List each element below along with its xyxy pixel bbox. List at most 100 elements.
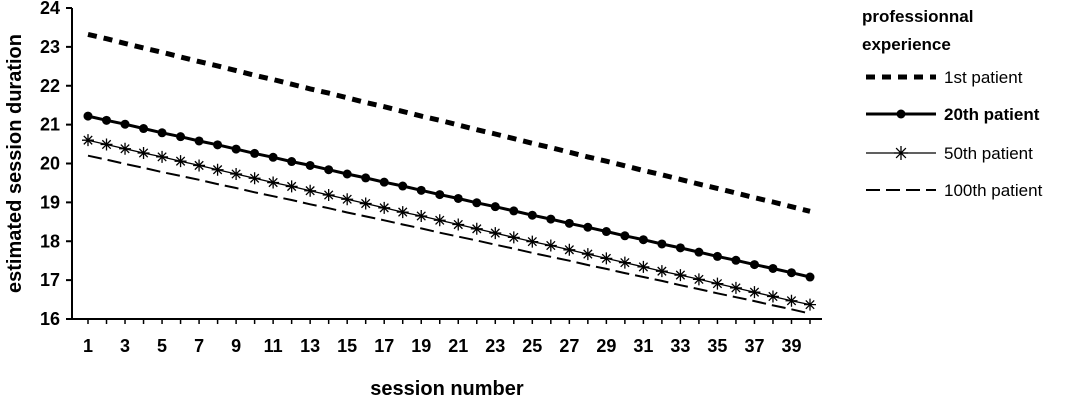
plot-area (82, 31, 816, 315)
data-point (601, 227, 611, 237)
data-point (674, 269, 687, 282)
x-tick-label: 27 (559, 336, 579, 356)
data-point (712, 251, 722, 261)
data-point (157, 128, 167, 138)
data-point (433, 214, 446, 227)
data-point (378, 201, 391, 214)
legend-label: 50th patient (944, 144, 1033, 163)
data-point (305, 160, 315, 170)
data-point (638, 235, 648, 245)
x-tick-label: 33 (670, 336, 690, 356)
data-point (139, 124, 149, 134)
data-point (546, 214, 556, 224)
y-tick-label: 16 (40, 309, 60, 329)
data-point (472, 198, 482, 208)
data-point (804, 298, 816, 311)
data-point (287, 157, 297, 167)
series-line (87, 31, 811, 214)
data-point (620, 231, 630, 241)
legend-item: 100th patient (866, 181, 1043, 200)
data-point (544, 239, 557, 252)
data-point (268, 152, 278, 162)
data-point (359, 197, 372, 210)
data-point (731, 255, 741, 265)
data-point (304, 184, 317, 197)
data-point (655, 265, 668, 278)
data-point (748, 286, 761, 299)
data-point (526, 235, 539, 248)
data-point (379, 177, 389, 187)
data-point (137, 147, 150, 160)
x-tick-label: 5 (157, 336, 167, 356)
data-point (194, 136, 204, 146)
data-point (398, 181, 408, 191)
x-tick-label: 3 (120, 336, 130, 356)
data-point (435, 190, 445, 200)
data-point (231, 144, 241, 154)
x-tick-label: 7 (194, 336, 204, 356)
series-1 (87, 31, 811, 214)
y-tick-label: 22 (40, 76, 60, 96)
series-4 (87, 154, 811, 315)
series-line (87, 114, 811, 279)
data-point (396, 206, 409, 219)
x-tick-label: 1 (83, 336, 93, 356)
x-tick-label: 23 (485, 336, 505, 356)
legend-item: 1st patient (866, 68, 1023, 87)
data-point (749, 260, 759, 270)
data-point (213, 140, 223, 150)
data-point (509, 206, 519, 216)
series-line (87, 139, 811, 306)
data-point (100, 138, 113, 151)
data-point (581, 248, 594, 261)
data-point (729, 281, 742, 294)
legend-label: 20th patient (944, 105, 1040, 124)
data-point (785, 294, 798, 307)
data-point (766, 290, 779, 303)
data-point (82, 134, 94, 147)
data-point (83, 111, 93, 121)
data-point (193, 159, 206, 172)
data-point (415, 209, 428, 222)
data-point (470, 222, 483, 235)
legend-title: professionnal (862, 7, 973, 26)
y-tick-label: 18 (40, 231, 60, 251)
data-point (102, 115, 112, 125)
data-point (452, 218, 465, 231)
data-point (211, 163, 224, 176)
x-tick-label: 15 (337, 336, 357, 356)
x-tick-label: 13 (300, 336, 320, 356)
series-2 (83, 111, 815, 282)
x-tick-label: 11 (264, 336, 283, 356)
legend-label: 100th patient (944, 181, 1043, 200)
data-point (174, 155, 187, 168)
x-tick-label: 21 (448, 336, 468, 356)
data-point (786, 268, 796, 278)
x-tick-label: 25 (522, 336, 542, 356)
series-line (87, 154, 811, 315)
data-point (618, 256, 631, 269)
series-3 (82, 134, 816, 311)
y-tick-label: 20 (40, 154, 60, 174)
data-point (361, 173, 371, 183)
data-point (583, 222, 593, 232)
data-point (120, 119, 130, 129)
y-tick-label: 17 (40, 270, 60, 290)
y-axis-title: estimated session duration (4, 34, 26, 293)
x-tick-label: 31 (633, 336, 653, 356)
data-point (564, 218, 574, 228)
data-point (322, 188, 335, 201)
data-point (156, 150, 169, 163)
data-point (563, 243, 576, 256)
data-point (453, 193, 463, 203)
x-axis-title: session number (370, 378, 524, 400)
legend-item: 50th patient (866, 144, 1033, 163)
data-point (119, 142, 132, 155)
data-point (657, 239, 667, 249)
data-point (637, 260, 650, 273)
data-point (285, 180, 298, 193)
x-tick-label: 29 (596, 336, 616, 356)
